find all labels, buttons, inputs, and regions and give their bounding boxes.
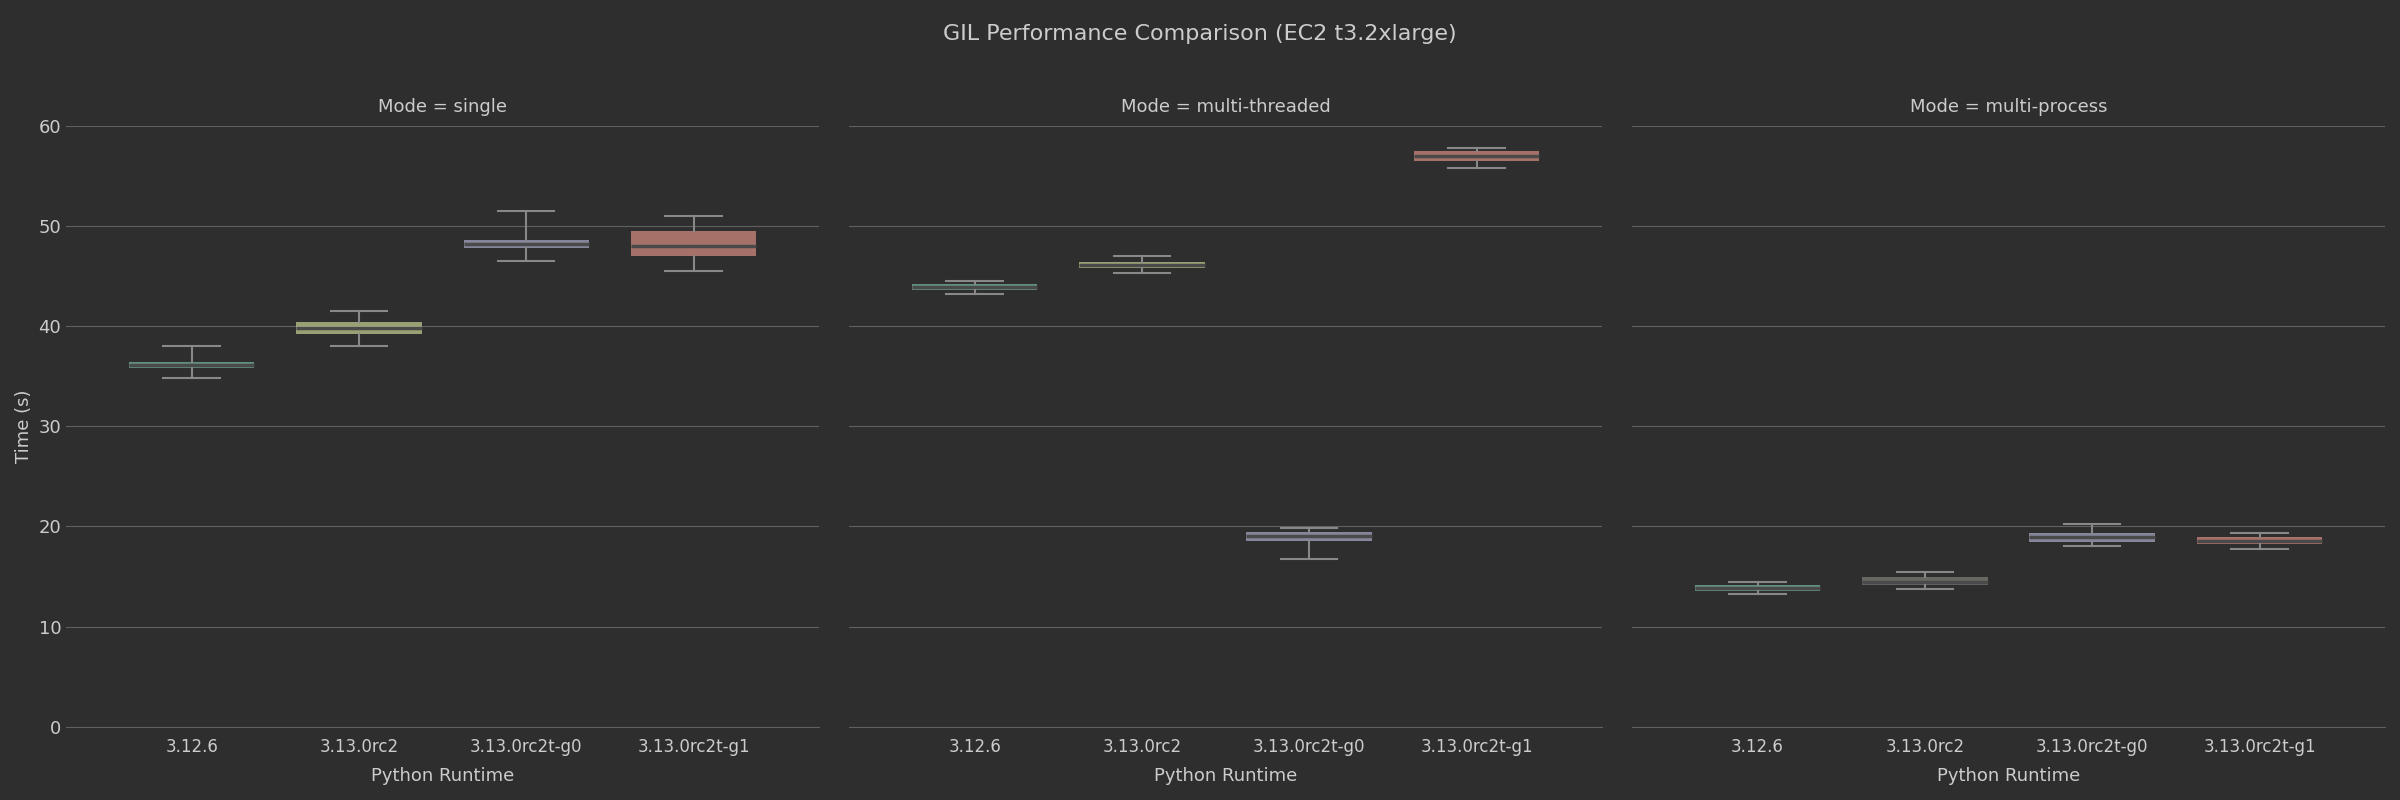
FancyBboxPatch shape (1246, 533, 1373, 541)
FancyBboxPatch shape (130, 362, 254, 368)
FancyBboxPatch shape (463, 240, 588, 248)
X-axis label: Python Runtime: Python Runtime (1937, 767, 2081, 785)
FancyBboxPatch shape (912, 284, 1037, 290)
FancyBboxPatch shape (1414, 151, 1538, 161)
FancyBboxPatch shape (1080, 262, 1205, 268)
FancyBboxPatch shape (2030, 534, 2155, 542)
FancyBboxPatch shape (295, 322, 422, 334)
X-axis label: Python Runtime: Python Runtime (1154, 767, 1298, 785)
X-axis label: Python Runtime: Python Runtime (372, 767, 514, 785)
Title: Mode = multi-threaded: Mode = multi-threaded (1121, 98, 1330, 116)
FancyBboxPatch shape (631, 231, 756, 256)
FancyBboxPatch shape (1862, 577, 1987, 585)
Y-axis label: Time (s): Time (s) (14, 390, 34, 463)
Text: GIL Performance Comparison (EC2 t3.2xlarge): GIL Performance Comparison (EC2 t3.2xlar… (943, 24, 1457, 44)
FancyBboxPatch shape (1694, 585, 1819, 590)
Title: Mode = multi-process: Mode = multi-process (1910, 98, 2107, 116)
Title: Mode = single: Mode = single (379, 98, 506, 116)
FancyBboxPatch shape (2196, 538, 2323, 543)
